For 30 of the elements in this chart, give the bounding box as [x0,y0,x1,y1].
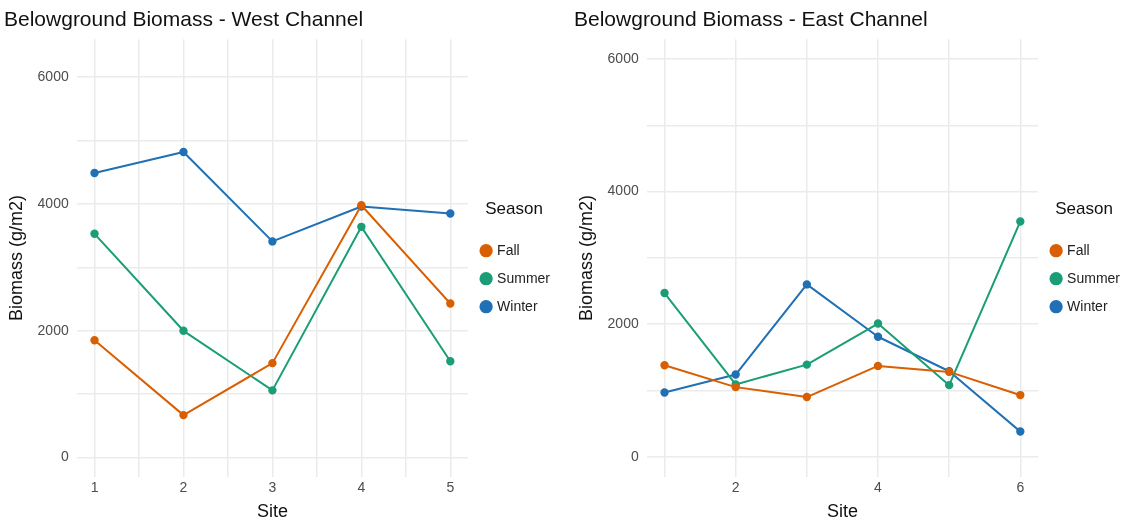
legend-label: Fall [1067,241,1090,258]
legend-label: Winter [1067,297,1108,314]
x-tick-label: 4 [874,478,883,495]
legend-title: Season [485,199,543,219]
legend-label: Summer [1067,269,1121,286]
legend-label: Fall [497,241,520,258]
y-tick-label: 4000 [607,182,639,199]
y-tick-label: 4000 [37,194,69,211]
y-tick-label: 2000 [37,321,69,338]
y-tick-label: 2000 [607,315,639,332]
x-tick-label: 1 [90,478,99,495]
y-axis-title: Biomass (g/m2) [5,194,26,321]
x-tick-label: 2 [731,478,740,495]
y-tick-label: 0 [630,447,639,464]
legend-title: Season [1055,199,1113,219]
x-tick-label: 2 [179,478,188,495]
y-tick-label: 6000 [607,49,639,66]
y-tick-label: 0 [60,448,69,465]
x-axis-title: Site [256,501,288,522]
y-tick-label: 6000 [37,68,69,85]
chart-title: Belowground Biomass - East Channel [574,7,928,31]
legend-label: Winter [497,297,538,314]
x-tick-label: 5 [446,478,455,495]
x-tick-label: 3 [268,478,277,495]
chart-title: Belowground Biomass - West Channel [4,7,364,31]
y-axis-title: Biomass (g/m2) [575,194,596,321]
x-tick-label: 6 [1016,478,1025,495]
x-axis-title: Site [826,501,858,522]
x-tick-label: 4 [357,478,366,495]
legend-label: Summer [497,269,551,286]
